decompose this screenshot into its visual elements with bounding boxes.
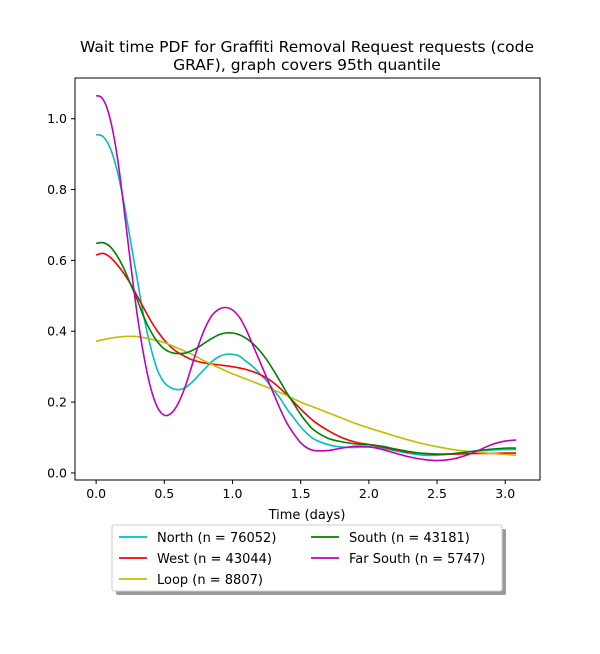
x-tick-label: 2.0 xyxy=(359,486,379,501)
y-tick-label: 0.2 xyxy=(47,395,67,410)
x-tick-label: 0.0 xyxy=(86,486,106,501)
plot-lines xyxy=(95,94,517,462)
series-line-0 xyxy=(95,133,517,457)
legend-label-3: South (n = 43181) xyxy=(349,531,470,546)
series-line-2 xyxy=(95,335,517,457)
y-tick-label: 0.0 xyxy=(47,465,67,480)
legend-label-2: Loop (n = 8807) xyxy=(157,573,263,588)
legend-box xyxy=(111,524,503,592)
y-tick-label: 0.6 xyxy=(47,253,67,268)
legend-label-0: North (n = 76052) xyxy=(157,531,276,546)
legend-label-4: Far South (n = 5747) xyxy=(349,552,485,567)
x-axis-label: Time (days) xyxy=(268,508,346,523)
legend: North (n = 76052) West (n = 43044) Loop (n… xyxy=(111,524,506,595)
y-axis: 0.0 0.2 0.4 0.6 0.8 1.0 xyxy=(47,111,75,480)
chart-title-line2: GRAF), graph covers 95th quantile xyxy=(173,56,441,74)
y-tick-label: 1.0 xyxy=(47,111,67,126)
x-tick-label: 3.0 xyxy=(495,486,515,501)
y-tick-label: 0.4 xyxy=(47,324,67,339)
x-tick-label: 1.0 xyxy=(223,486,243,501)
y-tick-label: 0.8 xyxy=(47,182,67,197)
chart-title-line1: Wait time PDF for Graffiti Removal Reque… xyxy=(80,38,534,56)
x-tick-label: 0.5 xyxy=(154,486,174,501)
plot-frame xyxy=(74,77,541,481)
x-axis: 0.0 0.5 1.0 1.5 2.0 2.5 3.0 xyxy=(86,480,515,501)
legend-label-1: West (n = 43044) xyxy=(157,552,272,567)
series-line-4 xyxy=(95,94,517,462)
x-tick-label: 1.5 xyxy=(291,486,311,501)
series-line-3 xyxy=(96,241,517,455)
x-tick-label: 2.5 xyxy=(427,486,447,501)
legend-items: North (n = 76052) West (n = 43044) Loop (n… xyxy=(119,531,485,588)
series-line-1 xyxy=(95,252,517,456)
